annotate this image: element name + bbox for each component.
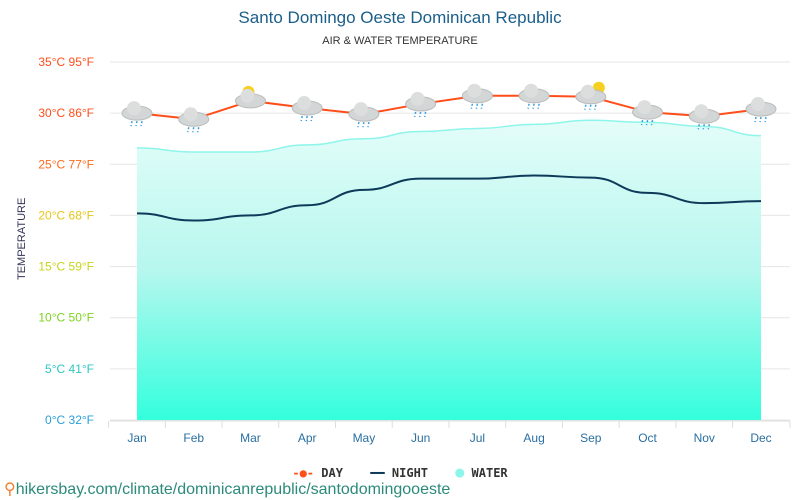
rain-drops-icon [413,111,417,118]
legend-day[interactable]: -●- DAY [292,466,343,480]
cloud-puff [127,101,141,116]
x-tick-label: May [353,431,376,445]
cloud-puff [183,107,198,122]
y-tick-label: 25°C 77°F [38,157,94,171]
rain-drops-icon [650,119,654,126]
y-tick-label: 0°C 32°F [45,413,94,427]
rain-drops-icon [480,103,484,109]
rain-drops-icon [640,119,644,126]
legend-water[interactable]: ● WATER [455,463,508,481]
rain-drops-icon [702,124,706,130]
rain-drops-icon [140,120,143,127]
water-area [137,120,761,420]
rain-drops-icon [423,111,427,118]
rain-drops-icon [367,122,370,128]
rain-drops-icon [357,122,360,128]
source-link[interactable]: ⚲hikersbay.com/climate/dominicanrepublic… [4,479,450,499]
day-line [136,94,762,121]
cloud-puff [694,104,709,119]
rain-drops-icon [135,120,138,127]
chart-title: Santo Domingo Oeste Dominican Republic [238,8,562,27]
cloud-puff [467,83,482,98]
legend-day-label: DAY [321,466,343,480]
rain-drops-icon [300,115,303,122]
cloud-puff [353,102,368,117]
rain-drops-icon [594,104,597,110]
x-tick-label: Oct [638,431,657,445]
rain-drops-icon [754,116,757,123]
legend: -●- DAY ━━ NIGHT ● WATER [0,463,800,481]
rain-drops-icon [305,115,308,122]
rain-drops-icon [589,104,592,110]
x-tick-label: Feb [183,431,204,445]
x-tick-label: Jul [470,431,485,445]
source-url: hikersbay.com/climate/dominicanrepublic/… [15,481,451,498]
y-tick-label: 20°C 68°F [38,208,94,222]
legend-night-marker: ━━ [370,466,385,480]
cloud-puff [751,97,765,112]
rain-drops-icon [532,103,535,109]
x-tick-label: Jan [127,431,146,445]
cloud-puff [580,84,595,99]
rain-drops-icon [697,124,701,130]
cloud-puff [524,83,539,98]
rain-drops-icon [418,111,422,118]
rain-drops-icon [186,127,190,133]
rain-drops-icon [362,122,365,128]
x-tick-label: Aug [523,431,544,445]
legend-day-marker: -●- [292,466,315,480]
night-line [136,174,762,222]
rain-drops-icon [196,127,200,133]
rain-drops-icon [130,120,133,127]
cloud-puff [637,100,652,115]
x-tick-label: Nov [694,431,715,445]
rain-drops-icon [759,116,762,123]
y-tick-label: 35°C 95°F [38,55,94,69]
x-tick-label: Jun [411,431,430,445]
cloud-puff [410,91,425,106]
rain-drops-icon [537,103,540,109]
chart-subtitle: AIR & WATER TEMPERATURE [322,35,478,47]
rain-drops-icon [645,119,649,126]
rain-drops-icon [191,127,195,133]
rain-drops-icon [310,115,313,122]
water-line [136,119,762,153]
rain-drops-icon [707,124,711,130]
x-tick-label: Mar [240,431,261,445]
rain-drops-icon [475,103,479,109]
y-tick-label: 30°C 86°F [38,106,94,120]
legend-water-label: WATER [471,466,508,480]
rain-drops-icon [584,104,587,110]
x-tick-label: Sep [580,431,602,445]
y-tick-label: 5°C 41°F [45,362,94,376]
rain-drops-icon [470,103,474,109]
cloud-puff [240,88,255,103]
rain-drops-icon [527,103,530,109]
y-tick-label: 10°C 50°F [38,311,94,325]
legend-night[interactable]: ━━ NIGHT [370,466,428,480]
rain-drops-icon [764,116,767,123]
x-tick-label: Apr [298,431,317,445]
cloud-puff [297,96,312,111]
legend-water-marker: ● [455,463,465,481]
x-tick-label: Dec [750,431,771,445]
legend-night-label: NIGHT [391,466,429,480]
location-pin-icon: ⚲ [4,481,16,498]
y-tick-label: 15°C 59°F [38,260,94,274]
